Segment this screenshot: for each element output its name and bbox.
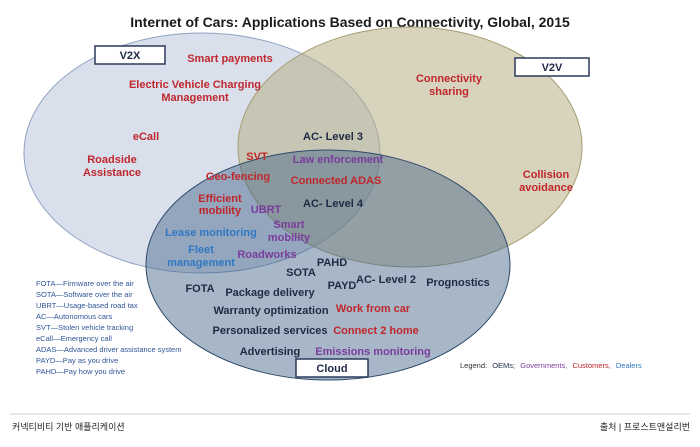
- label-lease-monitoring: Lease monitoring: [165, 227, 257, 239]
- label-warranty: Warranty optimization: [213, 305, 328, 317]
- label-ac-level4: AC- Level 4: [303, 198, 364, 210]
- cloud-label: Cloud: [316, 363, 347, 375]
- label-smart-mobility-2: mobility: [268, 232, 311, 244]
- label-ev-charging-1: Electric Vehicle Charging: [129, 79, 261, 91]
- diagram-title: Internet of Cars: Applications Based on …: [130, 14, 570, 30]
- abbr-item: ADAS—Advanced driver assistance system: [36, 345, 181, 354]
- legend: Legend: OEMs; Governments, Customers, De…: [460, 361, 642, 370]
- label-pahd: PAHD: [317, 257, 347, 269]
- label-collision-2: avoidance: [519, 182, 573, 194]
- label-personalized: Personalized services: [213, 325, 328, 337]
- label-efficient-1: Efficient: [198, 193, 242, 205]
- footer-source: 출처 | 프로스트앤설리번: [600, 421, 690, 432]
- label-sota: SOTA: [286, 267, 316, 279]
- legend-governments: Governments,: [520, 361, 567, 370]
- legend-oems: OEMs;: [492, 361, 515, 370]
- label-connectivity-2: sharing: [429, 86, 469, 98]
- label-connect-home: Connect 2 home: [333, 325, 419, 337]
- label-connected-adas: Connected ADAS: [291, 175, 382, 187]
- footer-caption: 커넥티비티 기반 애플리케이션: [12, 422, 125, 432]
- abbr-item: PAYD—Pay as you drive: [36, 356, 118, 365]
- label-roadside-2: Assistance: [83, 167, 141, 179]
- label-package-delivery: Package delivery: [225, 287, 315, 299]
- abbreviation-list: FOTA—Firmware over the air SOTA—Software…: [36, 279, 181, 376]
- abbr-item: FOTA—Firmware over the air: [36, 279, 134, 288]
- cloud-label-box: [295, 358, 369, 378]
- label-ac-level2: AC- Level 2: [356, 274, 416, 286]
- v2x-label-box: [94, 45, 166, 65]
- label-smart-mobility-1: Smart: [273, 219, 305, 231]
- label-geo-fencing: Geo-fencing: [206, 171, 270, 183]
- label-ac-level3: AC- Level 3: [303, 131, 363, 143]
- label-advertising: Advertising: [240, 346, 301, 358]
- v2v-label-box: [514, 57, 590, 77]
- label-payd: PAYD: [328, 280, 357, 292]
- label-collision-1: Collision: [523, 169, 570, 181]
- label-prognostics: Prognostics: [426, 277, 490, 289]
- legend-customers: Customers,: [572, 361, 610, 370]
- abbr-item: AC—Autonomous cars: [36, 312, 113, 321]
- label-efficient-2: mobility: [199, 205, 242, 217]
- label-ubrt: UBRT: [251, 204, 282, 216]
- label-roadside-1: Roadside: [87, 154, 137, 166]
- label-fleet-2: management: [167, 257, 235, 269]
- label-svt: SVT: [246, 151, 268, 163]
- label-fota: FOTA: [185, 283, 214, 295]
- legend-dealers: Dealers: [616, 361, 642, 370]
- label-ev-charging-2: Management: [161, 92, 229, 104]
- label-emissions: Emissions monitoring: [315, 346, 431, 358]
- label-ecall: eCall: [133, 131, 159, 143]
- label-roadworks: Roadworks: [237, 249, 296, 261]
- label-work-from-car: Work from car: [336, 303, 411, 315]
- label-smart-payments: Smart payments: [187, 53, 273, 65]
- abbr-item: SOTA—Software over the air: [36, 290, 133, 299]
- abbr-item: SVT—Stolen vehicle tracking: [36, 323, 133, 332]
- v2v-circle: [237, 26, 583, 268]
- label-fleet-1: Fleet: [188, 244, 214, 256]
- v2x-label: V2X: [120, 50, 141, 62]
- abbr-item: UBRT—Usage-based road tax: [36, 301, 138, 310]
- v2v-label: V2V: [542, 62, 563, 74]
- abbr-item: PAHD—Pay how you drive: [36, 367, 125, 376]
- cloud-circle: [145, 149, 511, 381]
- abbr-item: eCall—Emergency call: [36, 334, 112, 343]
- label-law-enforcement: Law enforcement: [293, 154, 384, 166]
- label-connectivity-1: Connectivity: [416, 73, 483, 85]
- legend-prefix: Legend:: [460, 361, 487, 370]
